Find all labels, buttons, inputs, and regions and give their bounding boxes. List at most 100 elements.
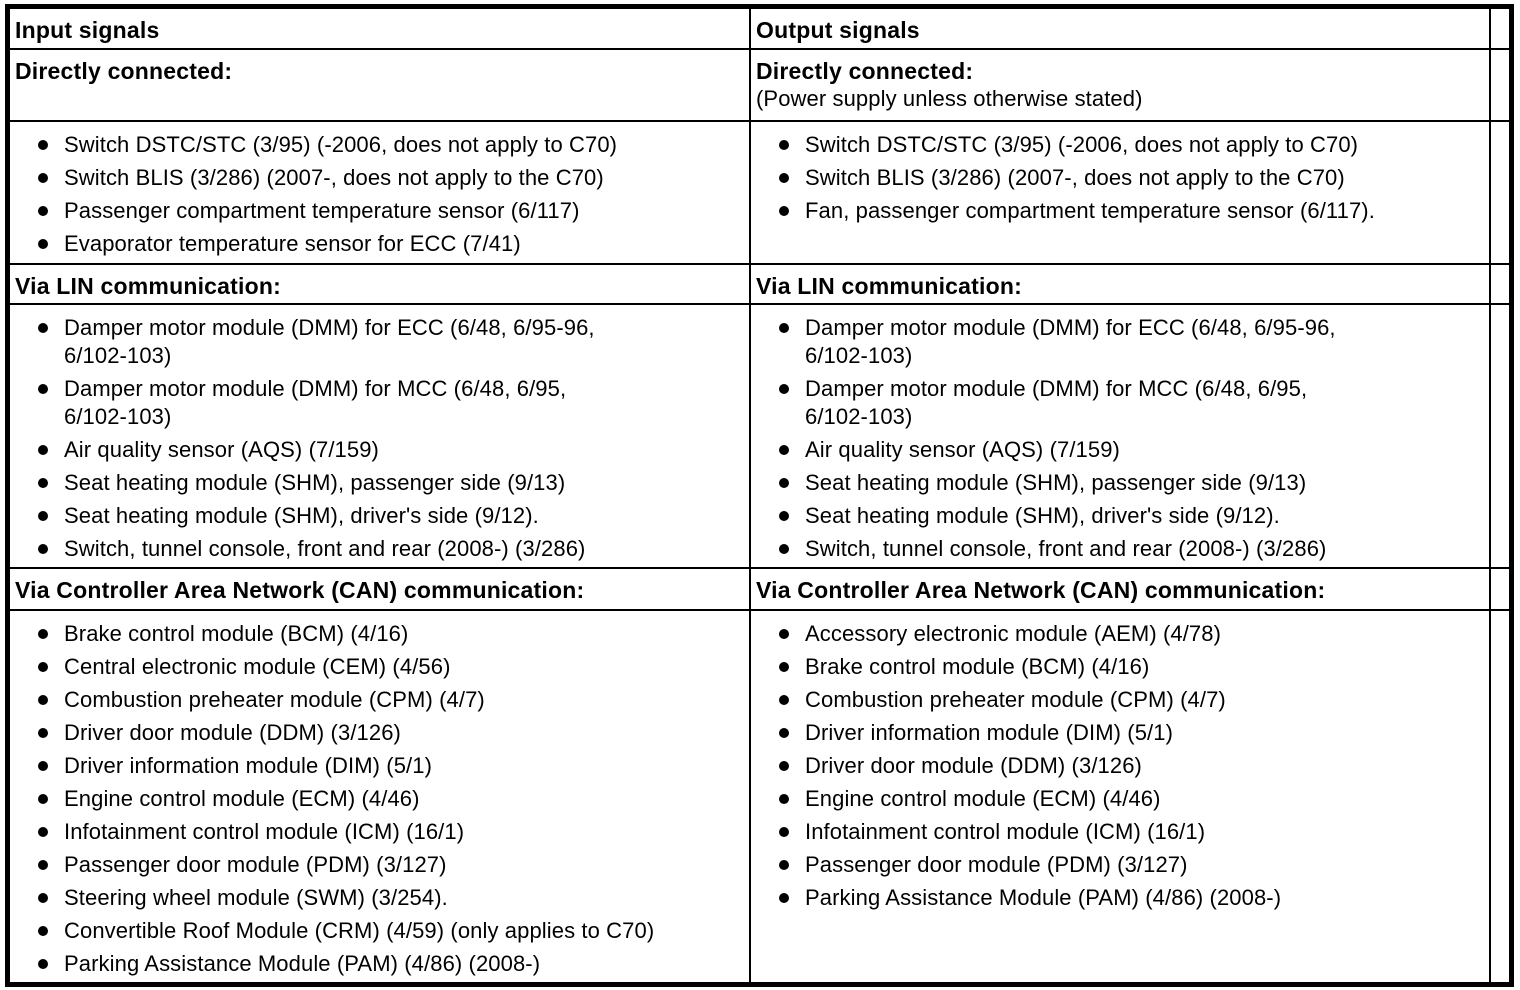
list-item: Steering wheel module (SWM) (3/254). — [10, 884, 745, 912]
bullet-icon — [779, 478, 789, 488]
output-can-title-cell: Via Controller Area Network (CAN) commun… — [750, 568, 1490, 610]
list-item: Engine control module (ECM) (4/46) — [10, 785, 745, 813]
input-signals-header-cell: Input signals — [9, 8, 750, 49]
bullet-icon — [38, 239, 48, 249]
list-item: Passenger compartment temperature sensor… — [10, 197, 745, 225]
signal-list: Damper motor module (DMM) for ECC (6/48,… — [751, 305, 1489, 567]
bullet-icon — [38, 794, 48, 804]
bullet-icon — [38, 629, 48, 639]
list-item: Infotainment control module (ICM) (16/1) — [10, 818, 745, 846]
bullet-icon — [38, 445, 48, 455]
bullet-icon — [38, 206, 48, 216]
bullet-icon — [779, 511, 789, 521]
list-item: Switch, tunnel console, front and rear (… — [10, 535, 745, 563]
bullet-icon — [779, 323, 789, 333]
signal-list: Brake control module (BCM) (4/16) Centra… — [10, 611, 749, 982]
signal-list: Accessory electronic module (AEM) (4/78)… — [751, 611, 1489, 916]
list-item: Damper motor module (DMM) for ECC (6/48,… — [751, 314, 1485, 370]
bullet-icon — [38, 511, 48, 521]
bullet-icon — [779, 794, 789, 804]
bullet-icon — [38, 926, 48, 936]
list-item: Driver information module (DIM) (5/1) — [10, 752, 745, 780]
signal-list: Switch DSTC/STC (3/95) (-2006, does not … — [751, 122, 1489, 229]
list-item: Infotainment control module (ICM) (16/1) — [751, 818, 1485, 846]
spacer-cell — [1490, 8, 1510, 49]
signals-table: Input signals Output signals Directly co… — [5, 4, 1514, 987]
bullet-icon — [38, 323, 48, 333]
table-row: Damper motor module (DMM) for ECC (6/48,… — [9, 304, 1510, 568]
list-item: Fan, passenger compartment temperature s… — [751, 197, 1485, 225]
list-item: Brake control module (BCM) (4/16) — [751, 653, 1485, 681]
bullet-icon — [779, 860, 789, 870]
bullet-icon — [779, 140, 789, 150]
table-row: Directly connected: Directly connected: … — [9, 49, 1510, 121]
spacer-cell — [1490, 304, 1510, 568]
section-title: Via LIN communication: — [756, 273, 1022, 299]
list-item: Switch BLIS (3/286) (2007-, does not app… — [10, 164, 745, 192]
list-item: Passenger door module (PDM) (3/127) — [751, 851, 1485, 879]
list-item: Parking Assistance Module (PAM) (4/86) (… — [751, 884, 1485, 912]
output-can-list-cell: Accessory electronic module (AEM) (4/78)… — [750, 610, 1490, 983]
list-item: Switch, tunnel console, front and rear (… — [751, 535, 1485, 563]
section-title: Via Controller Area Network (CAN) commun… — [15, 577, 585, 603]
list-item: Central electronic module (CEM) (4/56) — [10, 653, 745, 681]
list-item: Brake control module (BCM) (4/16) — [10, 620, 745, 648]
output-directly-connected-title-cell: Directly connected: (Power supply unless… — [750, 49, 1490, 121]
bullet-icon — [38, 893, 48, 903]
output-signals-header-cell: Output signals — [750, 8, 1490, 49]
list-item: Switch DSTC/STC (3/95) (-2006, does not … — [10, 131, 745, 159]
table-row: Via Controller Area Network (CAN) commun… — [9, 568, 1510, 610]
output-lin-title-cell: Via LIN communication: — [750, 264, 1490, 304]
output-lin-list-cell: Damper motor module (DMM) for ECC (6/48,… — [750, 304, 1490, 568]
section-title: Directly connected: — [15, 58, 233, 84]
list-item: Driver information module (DIM) (5/1) — [751, 719, 1485, 747]
list-item: Air quality sensor (AQS) (7/159) — [751, 436, 1485, 464]
table-row: Switch DSTC/STC (3/95) (-2006, does not … — [9, 121, 1510, 264]
list-item: Evaporator temperature sensor for ECC (7… — [10, 230, 745, 258]
list-item: Combustion preheater module (CPM) (4/7) — [751, 686, 1485, 714]
list-item: Switch DSTC/STC (3/95) (-2006, does not … — [751, 131, 1485, 159]
bullet-icon — [779, 695, 789, 705]
bullet-icon — [38, 827, 48, 837]
signal-list: Damper motor module (DMM) for ECC (6/48,… — [10, 305, 749, 567]
list-item: Seat heating module (SHM), passenger sid… — [10, 469, 745, 497]
signal-list: Switch DSTC/STC (3/95) (-2006, does not … — [10, 122, 749, 262]
input-lin-title-cell: Via LIN communication: — [9, 264, 750, 304]
list-item: Engine control module (ECM) (4/46) — [751, 785, 1485, 813]
bullet-icon — [779, 662, 789, 672]
input-can-title-cell: Via Controller Area Network (CAN) commun… — [9, 568, 750, 610]
bullet-icon — [38, 959, 48, 969]
list-item: Air quality sensor (AQS) (7/159) — [10, 436, 745, 464]
table-row: Brake control module (BCM) (4/16) Centra… — [9, 610, 1510, 983]
list-item: Damper motor module (DMM) for MCC (6/48,… — [751, 375, 1485, 431]
bullet-icon — [38, 761, 48, 771]
bullet-icon — [779, 629, 789, 639]
list-item: Seat heating module (SHM), passenger sid… — [751, 469, 1485, 497]
list-item: Seat heating module (SHM), driver's side… — [751, 502, 1485, 530]
bullet-icon — [779, 827, 789, 837]
input-can-list-cell: Brake control module (BCM) (4/16) Centra… — [9, 610, 750, 983]
list-item: Passenger door module (PDM) (3/127) — [10, 851, 745, 879]
bullet-icon — [779, 173, 789, 183]
list-item: Combustion preheater module (CPM) (4/7) — [10, 686, 745, 714]
bullet-icon — [38, 728, 48, 738]
list-item: Damper motor module (DMM) for ECC (6/48,… — [10, 314, 745, 370]
bullet-icon — [38, 662, 48, 672]
table-header-row: Input signals Output signals — [9, 8, 1510, 49]
bullet-icon — [38, 695, 48, 705]
list-item: Accessory electronic module (AEM) (4/78) — [751, 620, 1485, 648]
list-item: Driver door module (DDM) (3/126) — [751, 752, 1485, 780]
list-item: Switch BLIS (3/286) (2007-, does not app… — [751, 164, 1485, 192]
bullet-icon — [779, 206, 789, 216]
bullet-icon — [779, 445, 789, 455]
spacer-cell — [1490, 610, 1510, 983]
bullet-icon — [779, 544, 789, 554]
bullet-icon — [38, 544, 48, 554]
spacer-cell — [1490, 49, 1510, 121]
list-item: Driver door module (DDM) (3/126) — [10, 719, 745, 747]
section-title: Via Controller Area Network (CAN) commun… — [756, 577, 1326, 603]
bullet-icon — [38, 384, 48, 394]
bullet-icon — [38, 173, 48, 183]
input-directly-connected-title-cell: Directly connected: — [9, 49, 750, 121]
output-signals-header: Output signals — [756, 17, 920, 43]
